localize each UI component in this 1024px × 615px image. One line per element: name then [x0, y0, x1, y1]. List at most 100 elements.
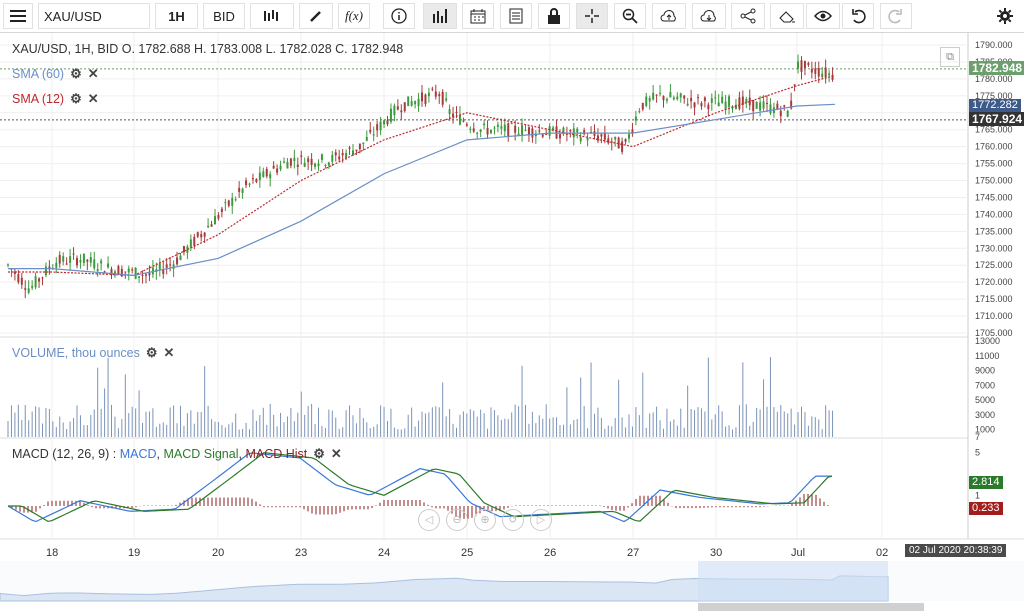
- sma60-close-icon[interactable]: ✕: [87, 66, 99, 81]
- candle: [100, 260, 103, 264]
- undo-icon: [852, 9, 866, 24]
- date-axis-label: Jul: [791, 547, 805, 559]
- sma12-close-icon[interactable]: ✕: [87, 91, 99, 106]
- candle: [431, 88, 434, 90]
- candle: [303, 162, 306, 167]
- candle: [203, 232, 206, 237]
- candle: [655, 94, 658, 96]
- scroll-right-icon[interactable]: ▷: [530, 509, 552, 531]
- date-axis-label: 02: [876, 547, 888, 559]
- sma12-settings-icon[interactable]: ⚙: [70, 91, 82, 106]
- crosshair-button[interactable]: [576, 3, 608, 29]
- candle: [717, 102, 720, 107]
- candle: [214, 216, 216, 225]
- price-axis-label: 1710.000: [975, 311, 1013, 321]
- upload-button[interactable]: [652, 3, 686, 29]
- macd-signal-label: MACD Signal: [163, 447, 239, 461]
- volume-axis-label: 7: [975, 432, 980, 442]
- download-button[interactable]: [692, 3, 726, 29]
- candle: [638, 111, 641, 113]
- erase-button[interactable]: [770, 3, 804, 29]
- candle: [469, 128, 472, 130]
- candle: [800, 60, 803, 72]
- candle: [58, 255, 61, 264]
- sma60-settings-icon[interactable]: ⚙: [70, 66, 82, 81]
- candle: [507, 123, 510, 137]
- visibility-button[interactable]: [806, 3, 840, 29]
- volume-close-icon[interactable]: ✕: [163, 345, 175, 360]
- candle: [548, 126, 551, 136]
- candle: [810, 69, 813, 73]
- candle: [34, 276, 37, 288]
- candle: [814, 68, 817, 74]
- candle: [421, 92, 423, 102]
- candle: [362, 142, 365, 145]
- redo-button[interactable]: [880, 3, 912, 29]
- candle: [69, 256, 72, 263]
- candle: [521, 125, 524, 136]
- symbol-select[interactable]: XAU/USD: [38, 3, 150, 29]
- candle: [517, 133, 520, 136]
- candle: [410, 101, 413, 106]
- undo-button[interactable]: [842, 3, 874, 29]
- crosshair-time-label: 02 Jul 2020 20:38:39: [905, 544, 1007, 557]
- reset-zoom-icon[interactable]: ↺: [502, 509, 524, 531]
- expand-icon[interactable]: ⧉: [940, 47, 960, 67]
- macd-legend: MACD (12, 26, 9) : MACD , MACD Signal , …: [12, 446, 342, 462]
- macd-close-icon[interactable]: ✕: [330, 446, 342, 461]
- menu-button[interactable]: [3, 3, 33, 29]
- lock-button[interactable]: [538, 3, 570, 29]
- candle: [238, 187, 241, 192]
- candle: [541, 134, 544, 137]
- candle: [300, 155, 303, 157]
- volume-axis-label: 13000: [975, 336, 1000, 346]
- candle: [186, 246, 189, 253]
- scroll-left-icon[interactable]: ◁: [418, 509, 440, 531]
- candle: [490, 129, 492, 134]
- candle: [828, 73, 831, 76]
- macd-settings-icon[interactable]: ⚙: [313, 446, 325, 461]
- volume-toggle-button[interactable]: [423, 3, 457, 29]
- candle: [279, 165, 282, 170]
- info-button[interactable]: [383, 3, 415, 29]
- navigator-window: [698, 561, 888, 601]
- candle: [728, 96, 731, 107]
- candle: [752, 100, 755, 112]
- candle: [652, 92, 655, 100]
- share-button[interactable]: [731, 3, 765, 29]
- candle: [821, 73, 824, 78]
- candle: [207, 225, 210, 228]
- calendar-button[interactable]: [462, 3, 494, 29]
- chart-area[interactable]: 1790.0001785.0001780.0001775.0001770.000…: [0, 33, 1024, 615]
- price-axis-label: 1715.000: [975, 294, 1013, 304]
- notes-button[interactable]: [500, 3, 532, 29]
- candle: [372, 134, 375, 136]
- draw-button[interactable]: [299, 3, 333, 29]
- candle: [648, 98, 651, 102]
- chart-type-button[interactable]: [250, 3, 294, 29]
- zoom-in-icon[interactable]: ⊕: [474, 509, 496, 531]
- chart-canvas[interactable]: 1790.0001785.0001780.0001775.0001770.000…: [0, 33, 1024, 615]
- timeframe-select[interactable]: 1H: [155, 3, 198, 29]
- candle: [345, 152, 348, 159]
- candle: [172, 264, 175, 269]
- candle: [614, 136, 617, 140]
- eye-icon: [814, 10, 832, 22]
- lock-icon: [548, 8, 560, 24]
- candle: [124, 271, 127, 273]
- candle: [724, 101, 727, 110]
- zoom-button[interactable]: [614, 3, 646, 29]
- candle: [169, 264, 172, 266]
- candle: [793, 84, 796, 86]
- volume-axis-label: 3000: [975, 410, 995, 420]
- candle: [148, 273, 151, 276]
- settings-button[interactable]: [990, 3, 1020, 29]
- candle: [500, 126, 503, 129]
- candle: [258, 172, 261, 181]
- zoom-out-icon[interactable]: ⊖: [446, 509, 468, 531]
- candle: [496, 124, 499, 127]
- volume-settings-icon[interactable]: ⚙: [145, 345, 158, 360]
- price-type-select[interactable]: BID: [203, 3, 245, 29]
- candle: [310, 158, 313, 166]
- indicators-button[interactable]: f(x): [338, 3, 370, 29]
